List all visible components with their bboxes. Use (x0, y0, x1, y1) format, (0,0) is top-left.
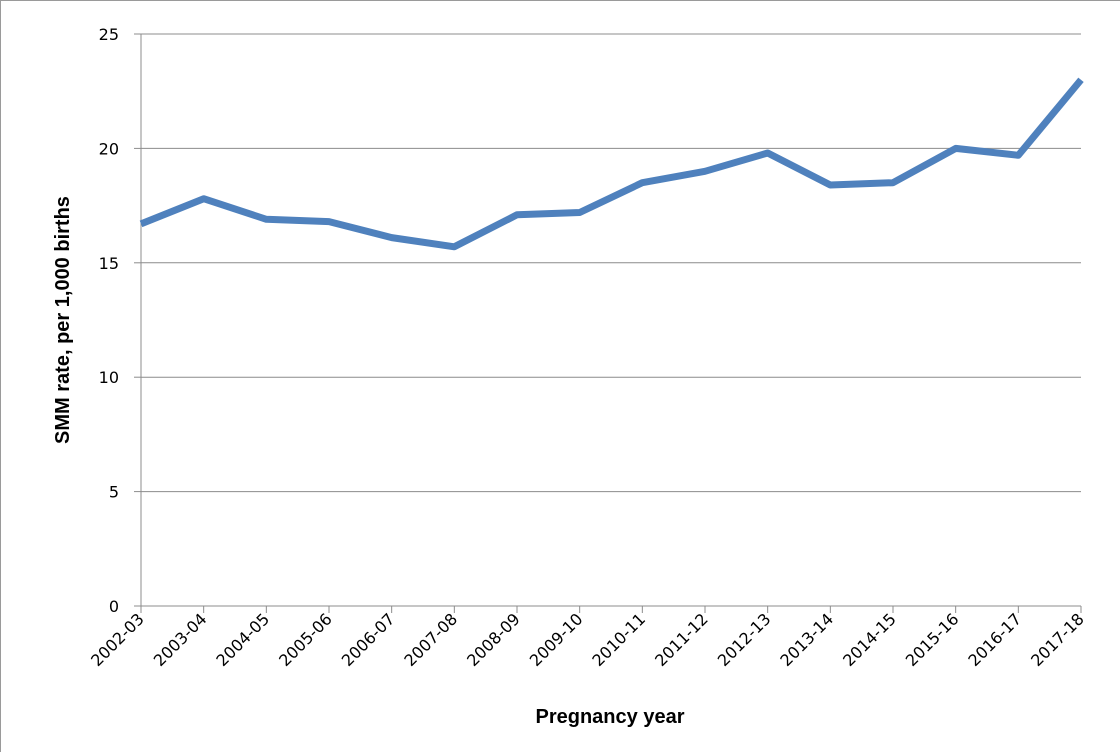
y-tick-label: 15 (99, 254, 119, 273)
x-tick-label: 2005-06 (275, 609, 336, 670)
x-tick-label: 2014-15 (839, 609, 900, 670)
x-tick-label: 2003-04 (150, 609, 211, 670)
x-tick-label: 2009-10 (526, 609, 587, 670)
gridlines (141, 34, 1081, 492)
axes (134, 34, 1081, 613)
series-layer (141, 80, 1081, 247)
x-tick-label: 2012-13 (714, 609, 775, 670)
x-tick-label: 2007-08 (400, 609, 461, 670)
x-axis-title: Pregnancy year (536, 706, 685, 728)
x-tick-label: 2013-14 (776, 609, 837, 670)
y-tick-label: 25 (99, 25, 119, 44)
y-tick-label: 10 (99, 368, 119, 387)
x-tick-label: 2011-12 (651, 609, 712, 670)
x-tick-label: 2016-17 (964, 609, 1025, 670)
x-tick-label: 2002-03 (87, 609, 148, 670)
x-tick-label: 2015-16 (902, 609, 963, 670)
y-axis-title: SMM rate, per 1,000 births (52, 196, 74, 444)
y-tick-label: 0 (109, 597, 119, 616)
y-tick-label: 20 (99, 139, 119, 158)
x-tick-label: 2010-11 (588, 609, 649, 670)
x-tick-label: 2008-09 (463, 609, 524, 670)
x-tick-label: 2004-05 (212, 609, 273, 670)
x-tick-label: 2017-18 (1027, 609, 1088, 670)
y-tick-label: 5 (109, 483, 119, 502)
series-line-0 (141, 80, 1081, 247)
x-tick-label: 2006-07 (338, 609, 399, 670)
